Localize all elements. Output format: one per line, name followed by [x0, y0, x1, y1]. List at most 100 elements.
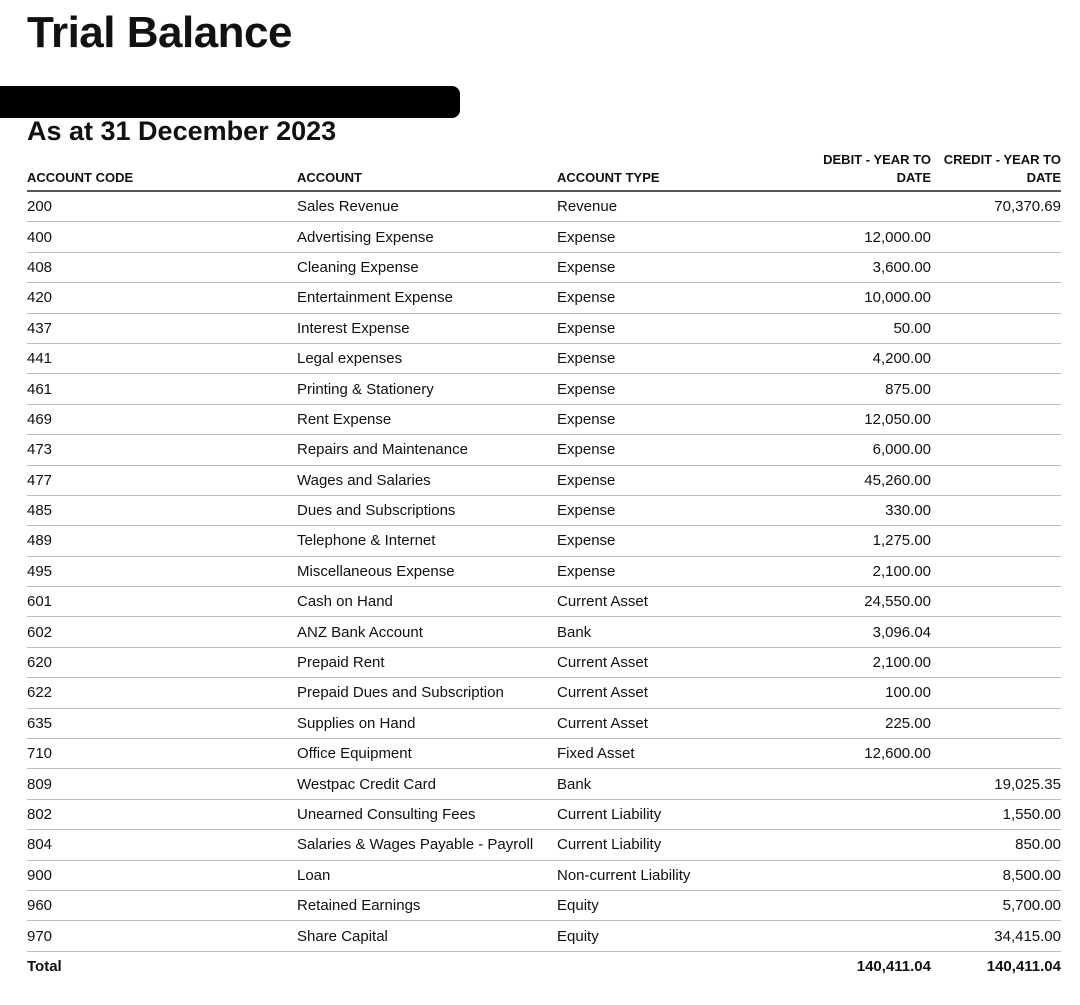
account-name-cell: Interest Expense [297, 313, 557, 344]
redaction-bar [0, 86, 460, 118]
account-code-cell: 635 [27, 708, 297, 740]
debit-cell: 3,096.04 [797, 616, 931, 648]
account-name-cell: Salaries & Wages Payable - Payroll [297, 829, 557, 861]
column-header-account-type: ACCOUNT TYPE [557, 150, 797, 192]
credit-cell [931, 434, 1061, 466]
account-code-cell: 200 [27, 191, 297, 223]
credit-cell: 8,500.00 [931, 860, 1061, 891]
debit-cell: 100.00 [797, 677, 931, 709]
account-name-cell: Cleaning Expense [297, 252, 557, 284]
credit-cell [931, 465, 1061, 496]
debit-cell: 3,600.00 [797, 252, 931, 284]
account-type-cell: Expense [557, 525, 797, 557]
page-title: Trial Balance [27, 8, 292, 57]
account-name-cell: Loan [297, 860, 557, 891]
account-code-cell: 489 [27, 525, 297, 557]
debit-cell: 330.00 [797, 495, 931, 527]
table-header: ACCOUNT CODE ACCOUNT ACCOUNT TYPE DEBIT … [27, 150, 1061, 192]
credit-cell [931, 556, 1061, 588]
table-row: 469 Rent Expense Expense 12,050.00 [27, 404, 1061, 436]
account-name-cell: Retained Earnings [297, 890, 557, 922]
account-type-cell: Current Asset [557, 586, 797, 618]
header-row: ACCOUNT CODE ACCOUNT ACCOUNT TYPE DEBIT … [27, 150, 1061, 192]
debit-cell [797, 191, 931, 223]
account-code-cell: 970 [27, 920, 297, 952]
account-name-cell: Telephone & Internet [297, 525, 557, 557]
table-row: 408 Cleaning Expense Expense 3,600.00 [27, 252, 1061, 284]
account-type-cell: Expense [557, 556, 797, 588]
debit-cell: 12,600.00 [797, 738, 931, 770]
account-name-cell: Repairs and Maintenance [297, 434, 557, 466]
credit-cell: 19,025.35 [931, 768, 1061, 800]
credit-cell [931, 252, 1061, 284]
account-type-cell: Expense [557, 373, 797, 405]
account-code-cell: 437 [27, 313, 297, 344]
account-code-cell: 802 [27, 799, 297, 831]
debit-cell: 12,050.00 [797, 404, 931, 436]
debit-cell: 12,000.00 [797, 221, 931, 253]
table-row: 602 ANZ Bank Account Bank 3,096.04 [27, 616, 1061, 648]
account-name-cell: Dues and Subscriptions [297, 495, 557, 527]
total-credit: 140,411.04 [986, 957, 1061, 975]
account-name-cell: Rent Expense [297, 404, 557, 436]
credit-cell [931, 616, 1061, 648]
credit-cell [931, 282, 1061, 314]
column-header-debit: DEBIT - YEAR TO DATE [797, 150, 931, 192]
debit-cell [797, 890, 931, 922]
credit-cell: 34,415.00 [931, 920, 1061, 952]
account-code-cell: 602 [27, 616, 297, 648]
account-name-cell: Advertising Expense [297, 221, 557, 253]
credit-cell [931, 738, 1061, 770]
account-code-cell: 473 [27, 434, 297, 466]
account-type-cell: Current Asset [557, 677, 797, 709]
debit-cell: 24,550.00 [797, 586, 931, 618]
account-code-cell: 408 [27, 252, 297, 284]
total-row: Total 140,411.04 140,411.04 [27, 951, 1061, 981]
account-name-cell: Supplies on Hand [297, 708, 557, 740]
table-footer: Total 140,411.04 140,411.04 [27, 951, 1061, 981]
credit-cell [931, 313, 1061, 344]
table-row: 437 Interest Expense Expense 50.00 [27, 313, 1061, 344]
table-row: 804 Salaries & Wages Payable - Payroll Cur… [27, 829, 1061, 861]
report-date-subtitle: As at 31 December 2023 [27, 116, 337, 146]
table-row: 960 Retained Earnings Equity 5,700.00 [27, 890, 1061, 922]
account-name-cell: Entertainment Expense [297, 282, 557, 314]
account-type-cell: Equity [557, 890, 797, 922]
table-row: 420 Entertainment Expense Expense 10,000.00 [27, 282, 1061, 314]
account-code-cell: 620 [27, 647, 297, 679]
account-type-cell: Fixed Asset [557, 738, 797, 770]
account-name-cell: Office Equipment [297, 738, 557, 770]
account-type-cell: Current Asset [557, 647, 797, 679]
account-code-cell: 469 [27, 404, 297, 436]
account-code-cell: 441 [27, 343, 297, 375]
account-name-cell: Miscellaneous Expense [297, 556, 557, 588]
debit-cell [797, 799, 931, 831]
account-name-cell: Unearned Consulting Fees [297, 799, 557, 831]
account-type-cell: Revenue [557, 191, 797, 223]
credit-cell [931, 525, 1061, 557]
account-type-cell: Expense [557, 465, 797, 496]
account-name-cell: Prepaid Dues and Subscription [297, 677, 557, 709]
debit-cell: 225.00 [797, 708, 931, 740]
credit-cell [931, 677, 1061, 709]
table-row: 473 Repairs and Maintenance Expense 6,000.0… [27, 434, 1061, 466]
debit-cell: 6,000.00 [797, 434, 931, 466]
account-type-cell: Bank [557, 616, 797, 648]
table-row: 461 Printing & Stationery Expense 875.00 [27, 373, 1061, 405]
debit-cell: 1,275.00 [797, 525, 931, 557]
table-row: 400 Advertising Expense Expense 12,000.00 [27, 221, 1061, 253]
account-type-cell: Expense [557, 434, 797, 466]
account-name-cell: Legal expenses [297, 343, 557, 375]
account-name-cell: Share Capital [297, 920, 557, 952]
account-type-cell: Current Asset [557, 708, 797, 740]
table-row: 710 Office Equipment Fixed Asset 12,600.00 [27, 738, 1061, 770]
account-type-cell: Equity [557, 920, 797, 952]
account-name-cell: Prepaid Rent [297, 647, 557, 679]
table-row: 489 Telephone & Internet Expense 1,275.00 [27, 525, 1061, 557]
debit-cell [797, 920, 931, 952]
account-name-cell: Cash on Hand [297, 586, 557, 618]
trial-balance-table: ACCOUNT CODE ACCOUNT ACCOUNT TYPE DEBIT … [27, 150, 1061, 981]
debit-cell: 2,100.00 [797, 647, 931, 679]
account-code-cell: 477 [27, 465, 297, 496]
account-type-cell: Expense [557, 282, 797, 314]
